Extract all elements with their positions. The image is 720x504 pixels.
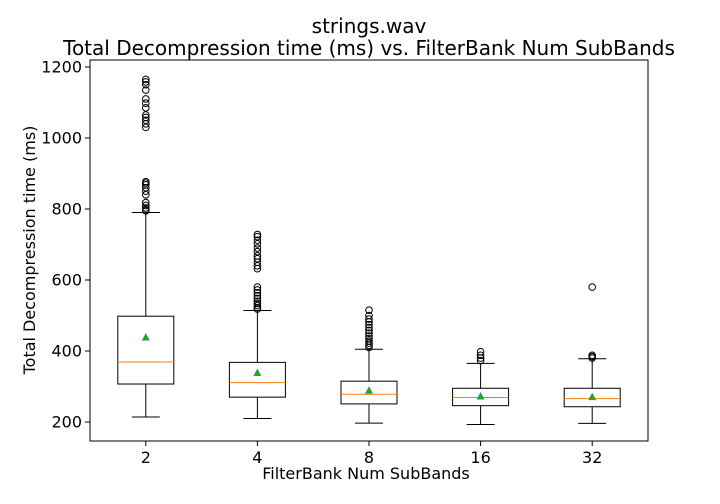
outlier-point [142, 111, 150, 119]
y-tick-label: 200 [51, 413, 82, 432]
iqr-box [228, 361, 286, 398]
iqr-box [563, 387, 621, 408]
box-group-4 [228, 230, 286, 419]
y-axis-label: Total Decompression time (ms) [20, 126, 39, 376]
outlier-point [476, 347, 485, 356]
x-tick-label: 4 [252, 448, 262, 467]
x-tick-label: 32 [582, 448, 602, 467]
outlier-point [142, 75, 150, 84]
outlier-point [253, 254, 262, 263]
outlier-point [588, 283, 597, 291]
outlier-point [142, 86, 150, 94]
iqr-box [340, 380, 398, 405]
outlier-point [365, 339, 373, 347]
outlier-point [365, 332, 373, 340]
outlier-point [588, 351, 597, 360]
mean-marker [365, 386, 373, 394]
iqr-box [117, 315, 175, 385]
outlier-point [142, 104, 150, 112]
outlier-point [142, 78, 150, 86]
outlier-point [142, 116, 150, 125]
mean-marker [253, 368, 262, 377]
mean-marker [588, 392, 597, 401]
outlier-point [142, 183, 150, 192]
y-tick-label: 600 [51, 271, 82, 290]
x-tick-label: 2 [141, 448, 151, 467]
y-tick-label: 1000 [41, 129, 82, 148]
chart-title: strings.wav [312, 14, 427, 38]
outlier-point [142, 95, 150, 103]
outlier-point [142, 177, 150, 186]
y-tick-label: 1200 [41, 58, 82, 77]
box-group-2 [117, 75, 175, 418]
outlier-point [365, 320, 373, 329]
box-group-16 [452, 347, 510, 425]
outlier-point [253, 288, 262, 297]
outlier-point [142, 191, 150, 199]
outlier-point [142, 204, 150, 212]
y-tick-label: 800 [51, 200, 82, 219]
iqr-box [452, 387, 510, 407]
outlier-point [142, 113, 150, 122]
outlier-point [253, 252, 262, 260]
outlier-point [365, 334, 373, 343]
outlier-point [253, 294, 262, 303]
box-group-32 [563, 283, 621, 424]
mean-marker [141, 333, 150, 341]
outlier-point [365, 326, 373, 335]
chart-subtitle: Total Decompression time (ms) vs. Filter… [62, 36, 675, 60]
outlier-point [253, 232, 262, 241]
outlier-point [253, 230, 262, 239]
outlier-point [365, 323, 373, 332]
outlier-point [253, 301, 262, 310]
outlier-point [142, 99, 150, 108]
outlier-point [253, 291, 262, 300]
x-tick-label: 16 [470, 448, 490, 467]
outlier-point [365, 329, 373, 338]
outlier-point [253, 236, 262, 245]
outlier-point [253, 297, 262, 306]
outlier-point [142, 201, 150, 210]
plot-area [117, 75, 621, 425]
outlier-point [142, 80, 150, 89]
outlier-point [253, 286, 262, 294]
outlier-point [253, 244, 262, 252]
outlier-point [253, 283, 262, 291]
outlier-point [253, 299, 262, 308]
outlier-point [365, 337, 373, 345]
outlier-point [365, 306, 373, 314]
y-tick-label: 400 [51, 342, 82, 361]
outlier-point [476, 356, 485, 365]
outlier-point [142, 198, 150, 207]
y-axis: 200 400 600 800 1000 1200 [41, 58, 90, 432]
x-tick-label: 8 [364, 448, 374, 467]
outlier-point [365, 315, 373, 323]
x-axis-label: FilterBank Num SubBands [262, 464, 470, 483]
box-group-8 [340, 306, 398, 424]
outlier-point [253, 247, 262, 256]
mean-marker [476, 391, 485, 400]
outlier-point [365, 311, 373, 320]
x-axis: 2 4 8 16 32 [141, 441, 602, 467]
outlier-point [476, 351, 485, 360]
